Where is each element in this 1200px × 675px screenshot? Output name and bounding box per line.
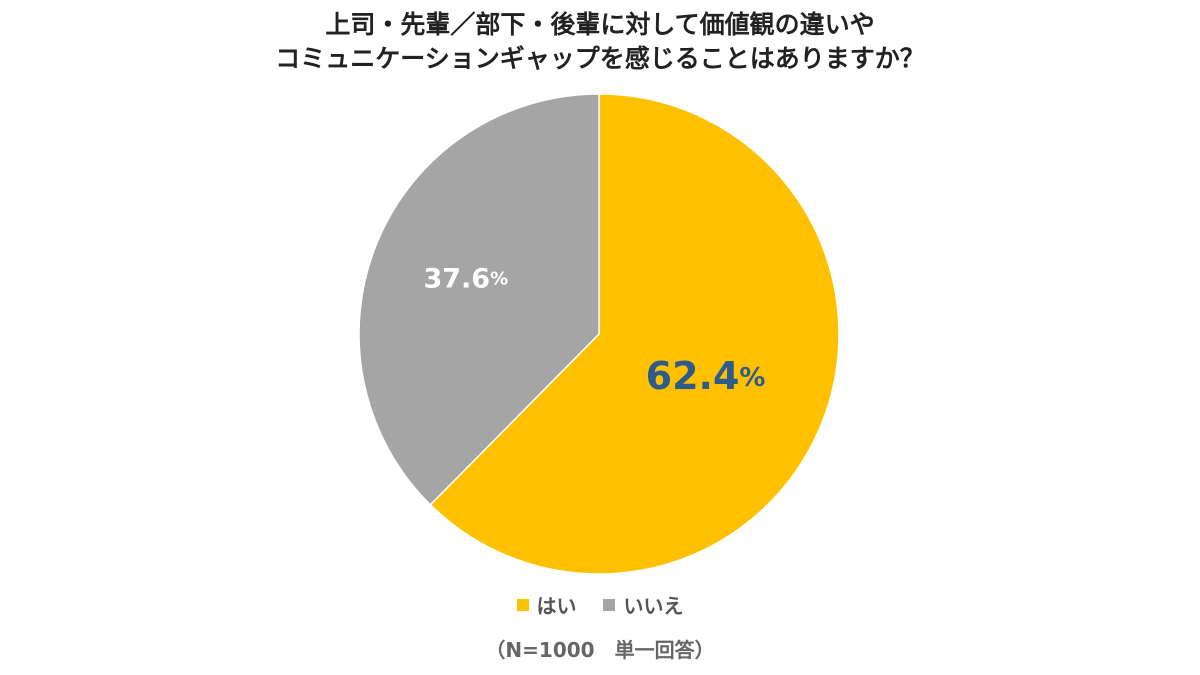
legend-label-yes: はい (536, 594, 577, 618)
data-label-unit: % (739, 362, 765, 392)
chart-title-line-2: コミュニケーションギャップを感じることはありますか？ (275, 44, 925, 73)
data-label-value: 62.4 (646, 353, 740, 397)
pie-slice-no (358, 93, 600, 506)
legend: はい いいえ (0, 590, 1200, 619)
data-label-no: 37.6% (423, 263, 508, 294)
pie-labels: 62.4%37.6% (423, 263, 765, 397)
legend-item-no: いいえ (603, 590, 683, 619)
chart-title: 上司・先輩／部下・後輩に対して価値観の違いや コミュニケーションギャップを感じる… (0, 8, 1200, 76)
sample-note: （N=1000 単一回答） (485, 638, 715, 662)
data-label-yes: 62.4% (646, 353, 766, 397)
legend-label-no: いいえ (623, 594, 684, 618)
legend-item-yes: はい (516, 590, 577, 619)
data-label-unit: % (490, 268, 508, 289)
chart-title-line-1: 上司・先輩／部下・後輩に対して価値観の違いや (325, 10, 875, 39)
data-label-value: 37.6 (423, 263, 490, 294)
pie-slice-yes (429, 93, 840, 575)
legend-swatch-no (603, 598, 616, 611)
legend-swatch-yes (516, 598, 529, 611)
pie-slices (358, 93, 840, 575)
